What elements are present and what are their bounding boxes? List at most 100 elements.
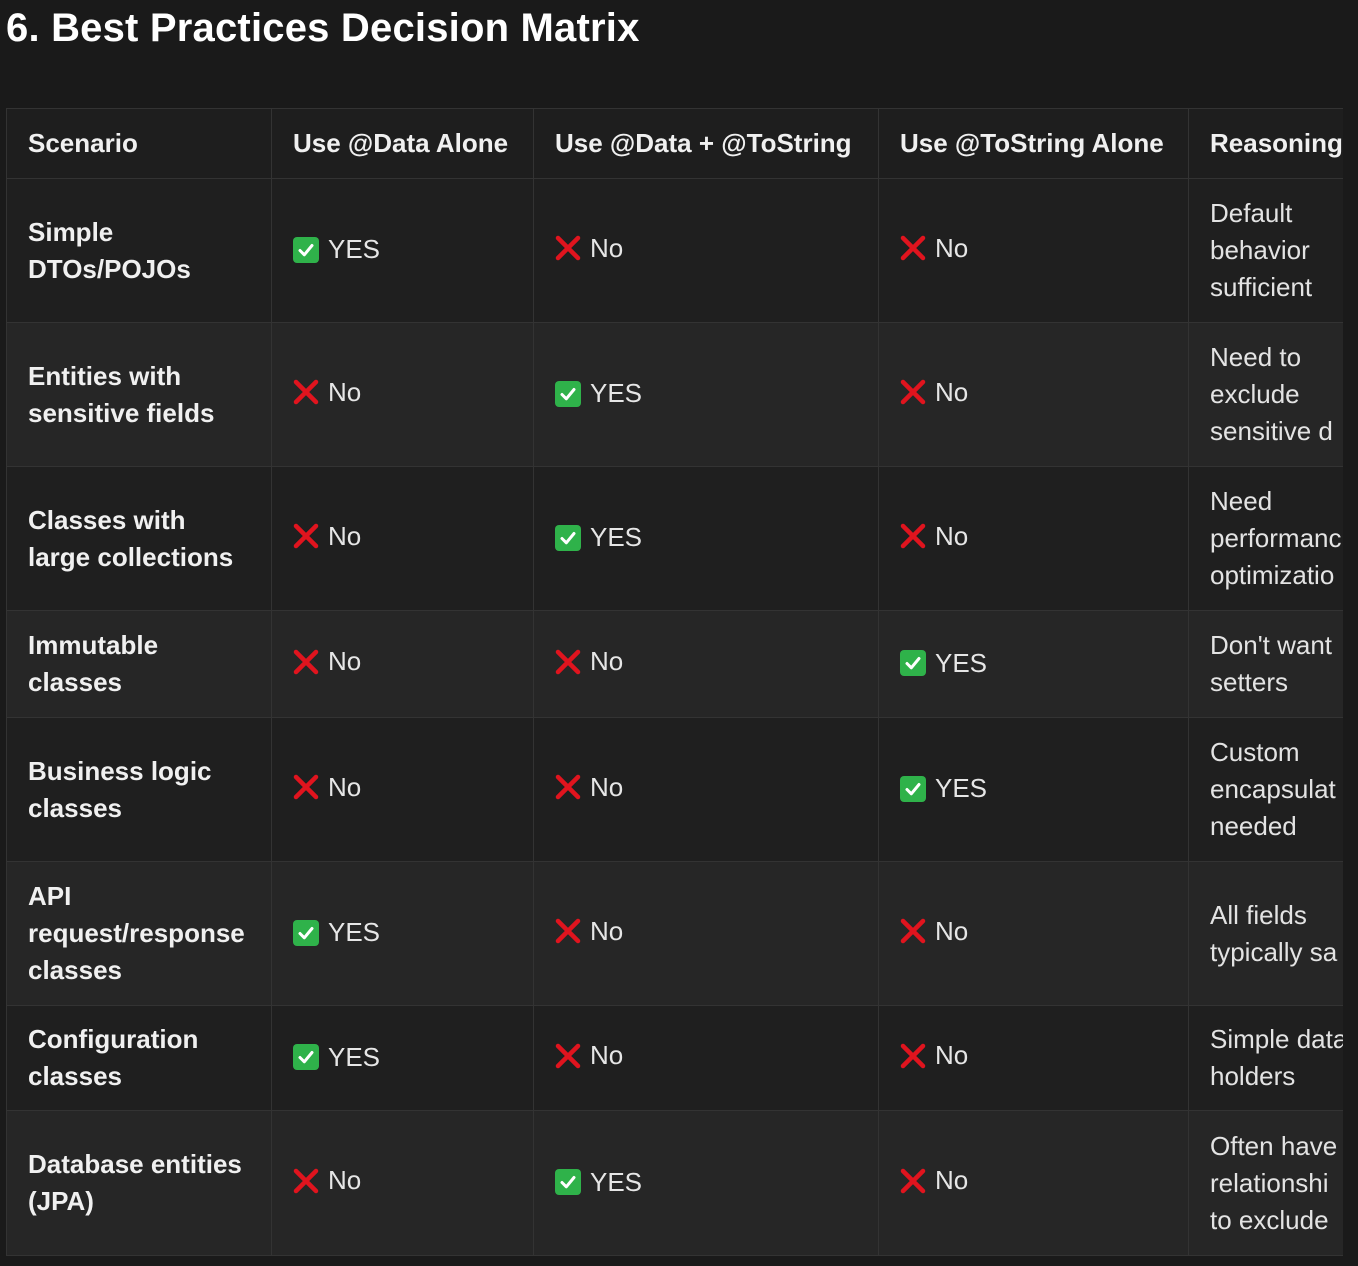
table-row: Configuration classes YES No No Simple data ho… — [6, 1005, 1343, 1111]
scenario-line: large collections — [28, 541, 234, 572]
scenario-line: Entities with — [28, 360, 182, 391]
verdict-label: YES — [935, 647, 988, 678]
header-reasoning: Reasoning — [1188, 108, 1343, 179]
table-body: Simple DTOs/POJOs YES No No Default behavior su… — [6, 178, 1343, 1256]
scenario-cell: Classes with large collections — [6, 466, 272, 611]
header-use-tostring-alone: Use @ToString Alone — [878, 108, 1189, 179]
scenario-line: classes — [28, 1061, 122, 1091]
verdict-cell-data-tostring: No — [533, 178, 879, 323]
reasoning-line: performanc — [1210, 523, 1342, 553]
scenario-line: Database entities — [28, 1149, 242, 1179]
scenario-line: DTOs/POJOs — [28, 253, 191, 284]
scenario-line: Simple — [28, 216, 114, 247]
verdict-cell-data-tostring: No — [533, 1005, 879, 1111]
verdict: YES — [293, 231, 380, 268]
reasoning-cell: Need performanc optimizatio — [1188, 466, 1343, 611]
verdict-label: No — [590, 232, 624, 263]
verdict-cell-data-alone: No — [271, 322, 534, 467]
cross-mark-icon — [555, 235, 581, 261]
verdict: No — [293, 518, 361, 555]
verdict-label: No — [935, 915, 969, 946]
reasoning-cell: Custom encapsulat needed — [1188, 717, 1343, 862]
reasoning-cell: Simple data holders — [1188, 1005, 1343, 1111]
scenario-line: Immutable — [28, 630, 159, 660]
verdict-cell-tostring-alone: No — [878, 1110, 1189, 1256]
table-row: Immutable classes No No YES Don't want setters — [6, 610, 1343, 718]
verdict-label: No — [935, 520, 969, 551]
verdict-label: No — [590, 915, 624, 946]
reasoning-line: Need to — [1210, 342, 1302, 372]
verdict-label: No — [590, 771, 624, 802]
verdict-label: No — [328, 376, 362, 407]
verdict-label: YES — [590, 378, 643, 409]
verdict-label: No — [328, 771, 362, 802]
verdict-cell-tostring-alone: No — [878, 1005, 1189, 1111]
table-row: Business logic classes No No YES Custom encaps… — [6, 717, 1343, 862]
scenario-line: API — [28, 881, 72, 911]
check-mark-button-icon — [293, 236, 319, 263]
cross-mark-icon — [900, 1168, 926, 1194]
verdict-label: YES — [935, 773, 988, 804]
cross-mark-icon — [293, 523, 319, 549]
check-mark-button-icon — [555, 1169, 581, 1196]
verdict: No — [555, 769, 623, 806]
scenario-cell: Database entities (JPA) — [6, 1110, 272, 1256]
table-row: Simple DTOs/POJOs YES No No Default behavior su… — [6, 178, 1343, 323]
scenario-cell: Business logic classes — [6, 717, 272, 862]
verdict-label: No — [328, 646, 362, 677]
reasoning-line: Often have — [1210, 1130, 1338, 1161]
reasoning-line: Default — [1210, 198, 1293, 228]
verdict-cell-tostring-alone: No — [878, 178, 1189, 323]
check-mark-button-icon — [555, 524, 581, 551]
scenario-cell: Immutable classes — [6, 610, 272, 718]
verdict-cell-data-alone: No — [271, 717, 534, 862]
reasoning-cell: Need to exclude sensitive d — [1188, 322, 1343, 467]
cross-mark-icon — [293, 1168, 319, 1194]
cross-mark-icon — [555, 774, 581, 800]
verdict-label: No — [935, 232, 969, 263]
header-use-data-alone: Use @Data Alone — [271, 108, 534, 179]
reasoning-line: All fields — [1210, 899, 1307, 930]
scenario-line: request/response — [28, 918, 245, 948]
verdict: No — [900, 374, 968, 411]
scenario-line: sensitive fields — [28, 397, 215, 428]
page-title: 6. Best Practices Decision Matrix — [6, 6, 640, 50]
cross-mark-icon — [900, 235, 926, 261]
verdict-label: No — [590, 646, 624, 677]
reasoning-line: to exclude — [1210, 1204, 1329, 1235]
scenario-cell: Entities with sensitive fields — [6, 322, 272, 467]
cross-mark-icon — [555, 649, 581, 675]
verdict-cell-data-alone: YES — [271, 861, 534, 1006]
reasoning-cell: Often have relationshi to exclude — [1188, 1110, 1343, 1256]
verdict-cell-data-tostring: No — [533, 717, 879, 862]
check-mark-button-icon — [900, 775, 926, 802]
reasoning-line: behavior — [1210, 235, 1310, 265]
header-use-data-tostring: Use @Data + @ToString — [533, 108, 879, 179]
verdict-cell-data-tostring: YES — [533, 466, 879, 611]
cross-mark-icon — [900, 1043, 926, 1069]
scenario-line: Configuration — [28, 1024, 199, 1054]
decision-matrix-table: Scenario Use @Data Alone Use @Data + @To… — [6, 108, 1343, 1256]
verdict-label: No — [328, 520, 362, 551]
verdict-label: YES — [328, 1041, 381, 1072]
verdict-cell-tostring-alone: No — [878, 861, 1189, 1006]
reasoning-line: typically sa — [1210, 936, 1338, 967]
cross-mark-icon — [555, 918, 581, 944]
cross-mark-icon — [293, 649, 319, 675]
scenario-cell: Simple DTOs/POJOs — [6, 178, 272, 323]
verdict-cell-tostring-alone: No — [878, 322, 1189, 467]
scenario-line: classes — [28, 955, 122, 985]
verdict-label: YES — [590, 522, 643, 553]
reasoning-line: setters — [1210, 667, 1289, 697]
verdict: No — [900, 1162, 968, 1199]
verdict-cell-data-tostring: No — [533, 610, 879, 718]
verdict: No — [900, 230, 968, 267]
cross-mark-icon — [900, 379, 926, 405]
verdict-cell-data-tostring: YES — [533, 322, 879, 467]
verdict-label: YES — [590, 1166, 643, 1197]
verdict-label: No — [935, 1040, 969, 1071]
verdict: No — [555, 643, 623, 680]
verdict: No — [900, 1037, 968, 1074]
verdict: No — [555, 913, 623, 950]
cross-mark-icon — [900, 918, 926, 944]
